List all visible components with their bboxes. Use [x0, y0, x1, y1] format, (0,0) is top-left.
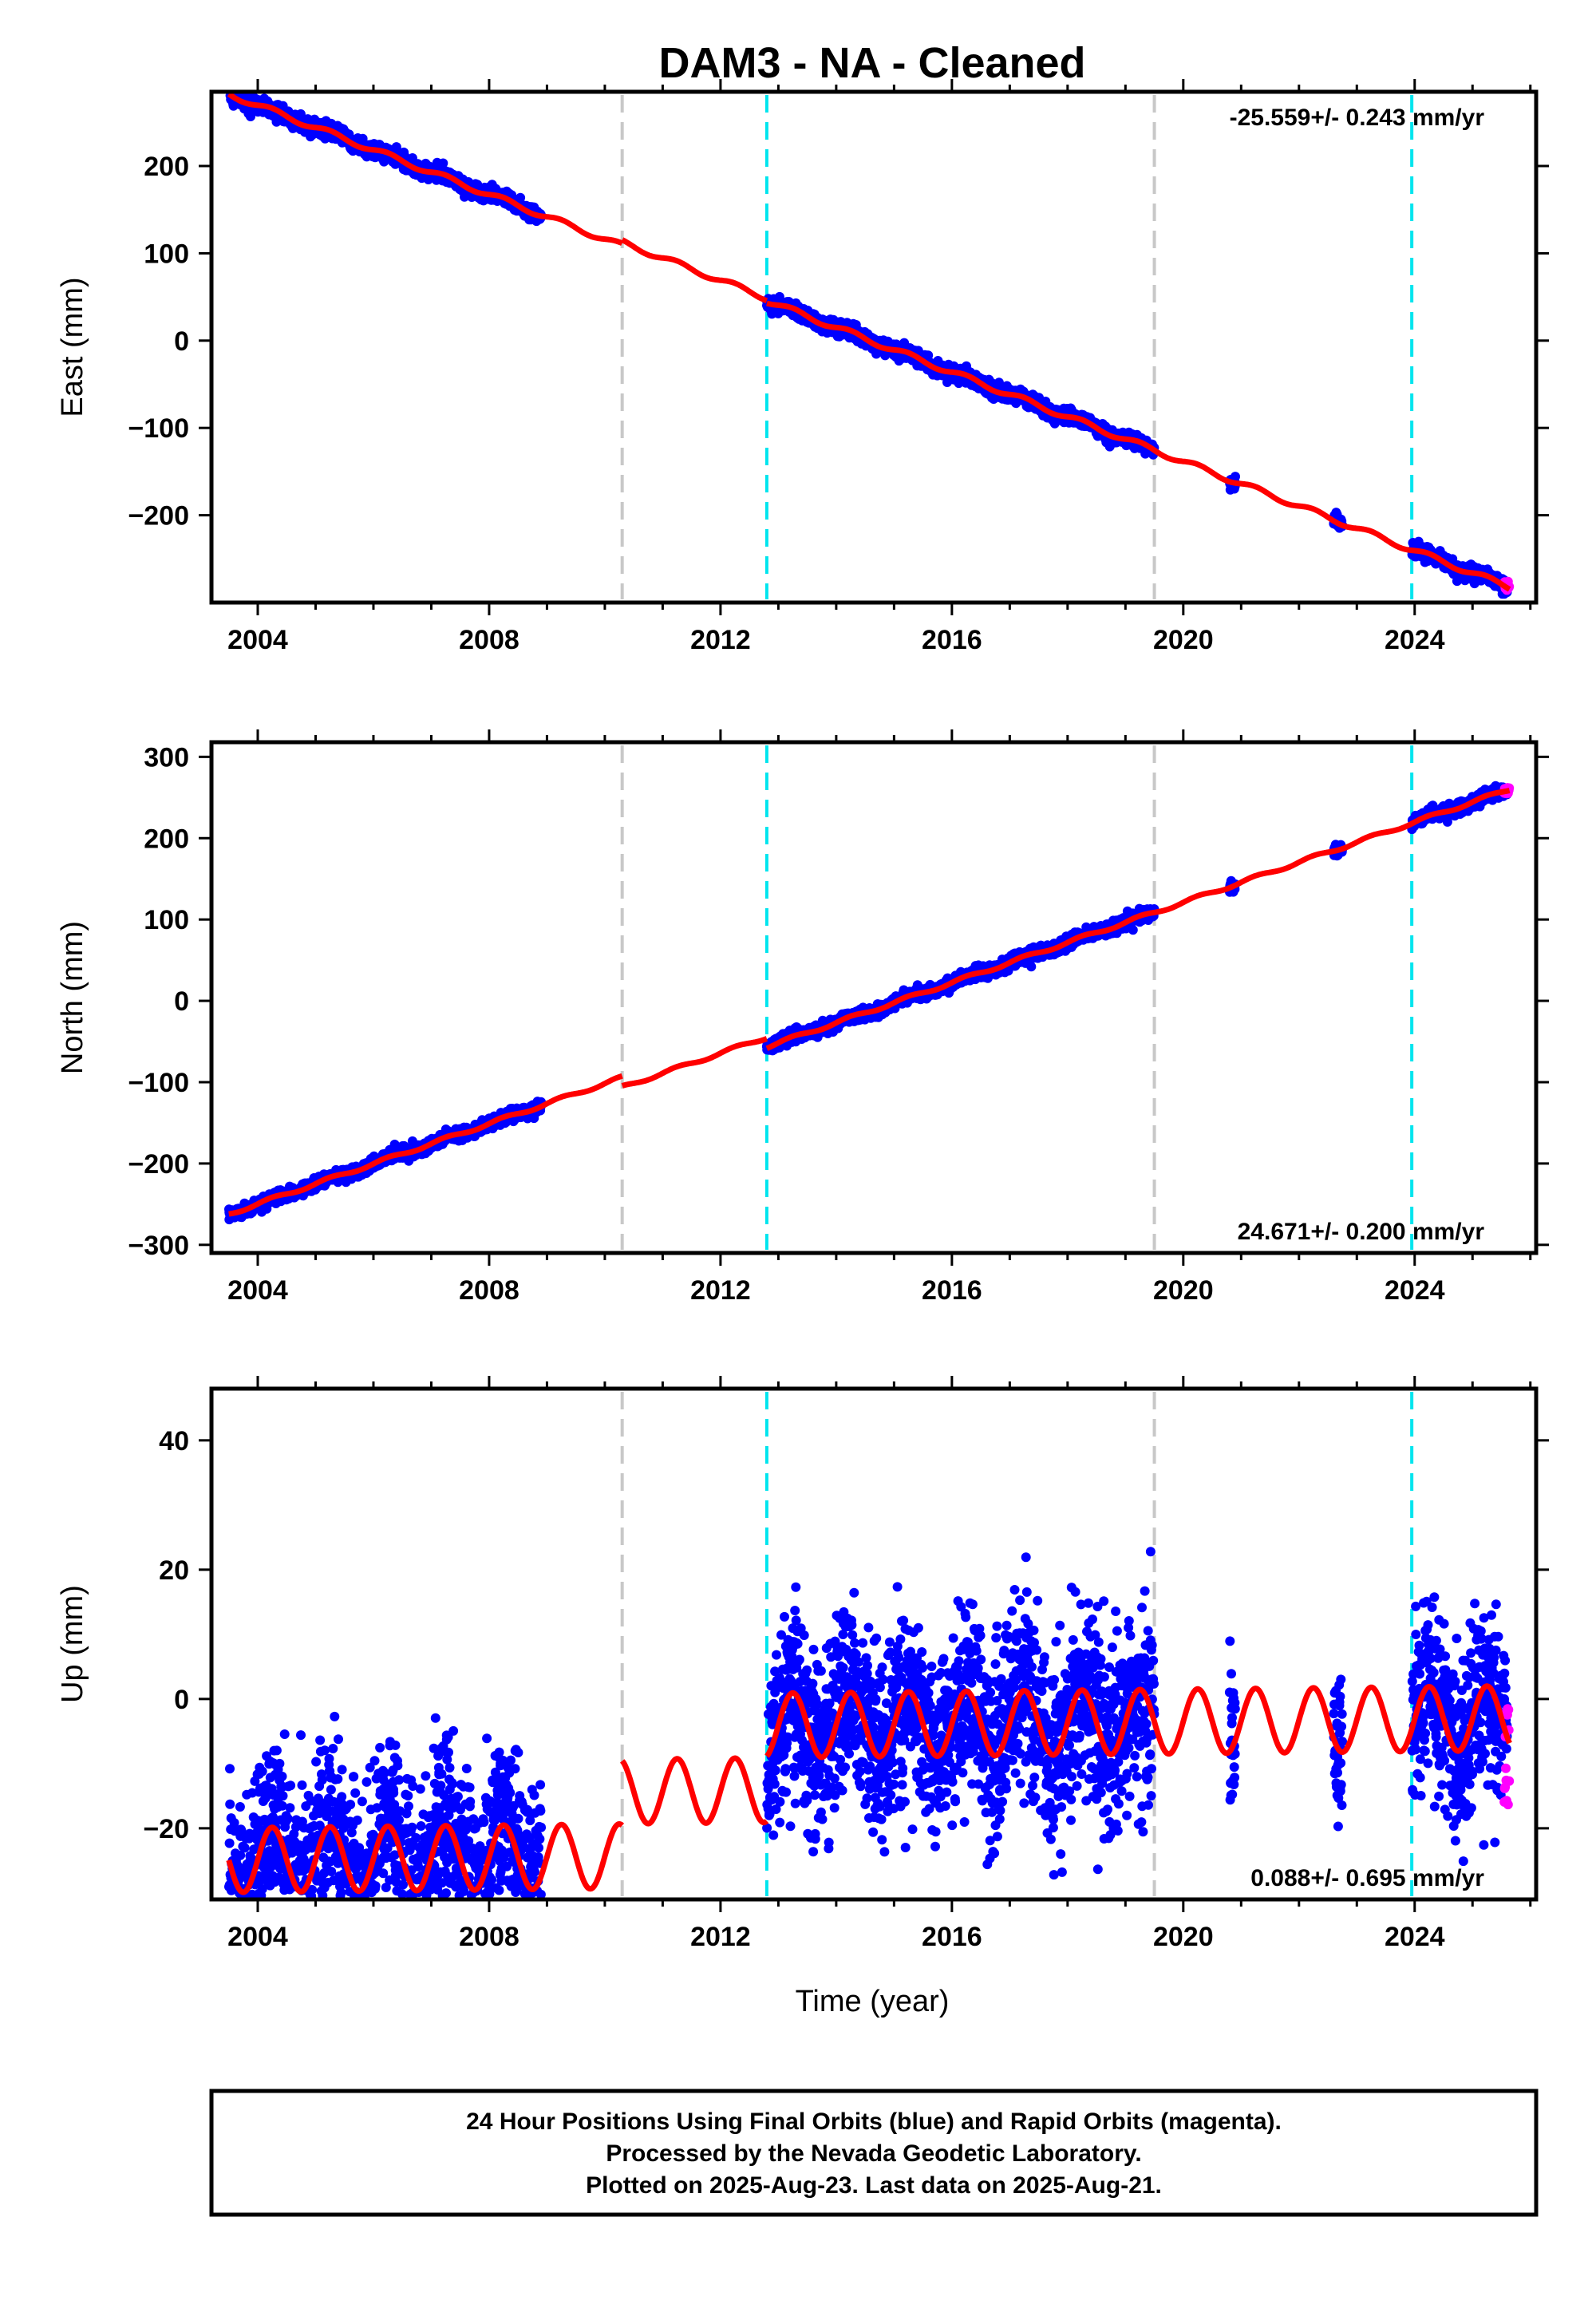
y-tick-label: −100 [128, 413, 189, 444]
y-tick-label: 100 [144, 239, 189, 269]
model-fit-line [620, 237, 769, 304]
y-tick-label: 200 [144, 152, 189, 182]
east-panel: 2004 2008 2012 2016 2020 2024 −200 −100 0 100 200 E… [56, 79, 1549, 655]
x-tick-label: 2004 [227, 625, 288, 655]
x-tick-label: 2020 [1153, 625, 1214, 655]
chart-title: DAM3 - NA - Cleaned [658, 39, 1085, 87]
north-panel: 2004 2008 2012 2016 2020 2024−300−200−1000100… [56, 729, 1549, 1306]
x-tick-label: 2016 [922, 625, 982, 655]
model-fit-line [227, 91, 624, 247]
y-tick-label: 0 [174, 326, 189, 357]
y-tick-label: −200 [128, 501, 189, 532]
x-tick-label: 2024 [1385, 625, 1445, 655]
x-tick-label: 2012 [690, 625, 751, 655]
rate-label: -25.559+/- 0.243 mm/yr [1230, 105, 1485, 131]
x-tick-label: 2008 [459, 625, 519, 655]
y-axis-label: East (mm) [56, 277, 89, 417]
